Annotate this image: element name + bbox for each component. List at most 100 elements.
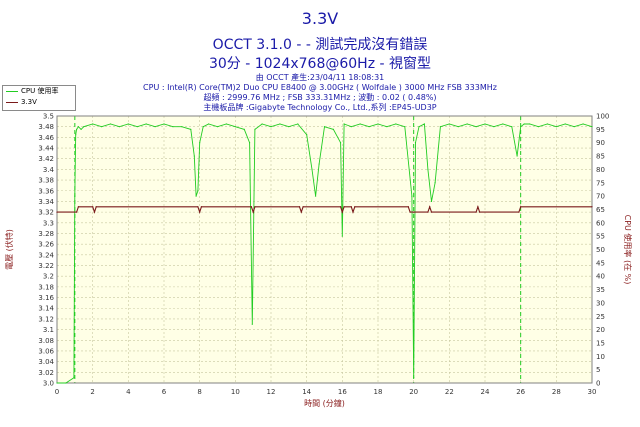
voltage-point (479, 211, 481, 213)
cpu-usage-point (439, 126, 442, 128)
y-left-tick-label: 3.48 (38, 123, 54, 131)
voltage-point (254, 206, 256, 208)
cpu-usage-point (359, 123, 361, 125)
cpu-usage-point (413, 377, 415, 379)
chart-legend: CPU 使用率 3.3V (2, 85, 76, 111)
cpu-usage-point (163, 123, 165, 125)
x-tick-label: 6 (162, 388, 167, 396)
chart-subtitle-2: 30分 - 1024x768@60Hz - 視窗型 (208, 56, 432, 72)
cpu-usage-point (270, 126, 272, 128)
x-tick-label: 26 (516, 388, 525, 396)
y-right-tick-label: 90 (596, 139, 605, 147)
cpu-usage-point (100, 126, 103, 128)
voltage-point (427, 211, 429, 213)
y-right-axis-title: CPU 使用率 (在 %) (623, 215, 633, 285)
y-right-tick-label: 0 (596, 380, 600, 388)
info-overclock-line: 超頻 : 2999.76 MHz ; FSB 333.31MHz ; 波動 : … (203, 93, 437, 102)
x-axis-title: 時間 (分鐘) (304, 398, 345, 408)
cpu-usage-point (202, 126, 204, 128)
y-right-tick-label: 20 (596, 326, 605, 334)
y-left-tick-label: 3.3 (43, 219, 54, 227)
x-tick-label: 22 (445, 388, 454, 396)
voltage-point (354, 206, 356, 208)
cpu-usage-point (414, 142, 417, 144)
y-left-tick-label: 3.0 (43, 380, 54, 388)
cpu-usage-point (318, 163, 320, 165)
voltage-point (252, 211, 254, 213)
chart-title: 3.3V (301, 9, 339, 28)
x-tick-label: 10 (231, 388, 240, 396)
y-left-axis-title: 電壓 (伏特) (4, 229, 14, 270)
x-tick-label: 4 (126, 388, 131, 396)
voltage-point (76, 211, 78, 213)
y-left-tick-label: 3.42 (38, 155, 54, 163)
cpu-usage-point (279, 123, 281, 125)
cpu-usage-point (430, 200, 433, 203)
y-right-tick-label: 100 (596, 113, 609, 121)
cpu-usage-point (216, 126, 219, 128)
voltage-point (409, 211, 411, 213)
cpu-usage-point (395, 123, 397, 125)
voltage-point (92, 206, 94, 208)
cpu-usage-point (83, 126, 85, 128)
voltage-point (77, 206, 79, 208)
y-right-tick-label: 50 (596, 246, 605, 254)
cpu-usage-point (118, 126, 121, 128)
voltage-point (475, 211, 477, 213)
voltage-point (199, 211, 201, 213)
cpu-usage-point (493, 126, 495, 128)
x-tick-label: 20 (409, 388, 418, 396)
x-tick-label: 28 (552, 388, 561, 396)
cpu-usage-point (306, 134, 308, 136)
y-right-tick-label: 15 (596, 339, 605, 347)
cpu-usage-point (411, 195, 413, 197)
voltage-point (56, 211, 58, 213)
x-tick-label: 18 (374, 388, 383, 396)
y-left-tick-label: 3.5 (43, 113, 54, 121)
cpu-usage-point (323, 126, 326, 128)
y-right-tick-label: 40 (596, 273, 605, 281)
cpu-usage-point (339, 142, 342, 144)
x-tick-label: 12 (267, 388, 276, 396)
cpu-usage-point (109, 123, 112, 125)
cpu-usage-point (511, 126, 513, 128)
cpu-usage-point (341, 235, 343, 237)
legend-swatch-cpu (6, 91, 18, 92)
y-right-tick-label: 35 (596, 286, 605, 294)
voltage-point (343, 206, 345, 208)
cpu-usage-point (254, 128, 256, 130)
cpu-usage-point (502, 123, 504, 125)
cpu-usage-point (377, 123, 379, 125)
cpu-usage-point (92, 123, 94, 125)
y-right-tick-label: 85 (596, 153, 605, 161)
cpu-usage-point (523, 123, 525, 125)
voltage-point (95, 206, 97, 208)
cpu-usage-point (475, 126, 477, 128)
voltage-point (477, 206, 479, 208)
cpu-usage-point (225, 123, 228, 125)
cpu-usage-point (77, 126, 79, 128)
y-left-tick-label: 3.14 (38, 305, 54, 313)
y-left-tick-label: 3.46 (38, 134, 54, 142)
voltage-point (413, 211, 415, 213)
cpu-usage-point (311, 168, 313, 170)
y-right-tick-label: 95 (596, 126, 605, 134)
legend-item-cpu: CPU 使用率 (3, 86, 75, 97)
cpu-usage-point (537, 126, 540, 128)
y-right-tick-label: 70 (596, 193, 605, 201)
legend-label-cpu: CPU 使用率 (21, 87, 59, 95)
cpu-usage-point (297, 123, 299, 125)
y-left-tick-label: 3.04 (38, 358, 54, 366)
cpu-usage-point (181, 126, 183, 128)
cpu-usage-point (172, 126, 174, 128)
cpu-usage-point (261, 123, 263, 125)
cpu-usage-point (75, 134, 77, 136)
legend-label-voltage: 3.3V (21, 98, 37, 106)
cpu-usage-point (127, 123, 129, 125)
cpu-usage-point (243, 128, 245, 130)
y-left-tick-label: 3.36 (38, 187, 54, 195)
voltage-point (302, 206, 304, 208)
y-left-tick-label: 3.1 (43, 326, 54, 334)
y-left-tick-label: 3.06 (38, 347, 54, 355)
voltage-point (341, 211, 343, 213)
